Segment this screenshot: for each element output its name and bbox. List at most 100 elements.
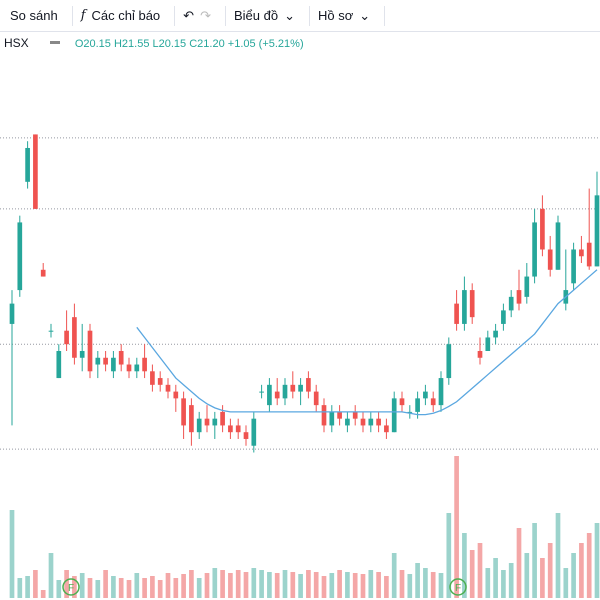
- candle-body: [345, 418, 350, 426]
- candle-body: [555, 222, 561, 270]
- volume-bar: [547, 543, 553, 598]
- candle-body: [438, 378, 444, 406]
- volume-bar: [126, 580, 132, 598]
- candle-body: [64, 330, 69, 345]
- candle-body: [72, 317, 77, 358]
- volume-bar: [235, 570, 241, 598]
- volume-bar: [430, 572, 436, 598]
- volume-bar: [540, 558, 545, 598]
- candle-body: [368, 418, 374, 426]
- volume-bar: [204, 573, 210, 598]
- candle-body: [516, 290, 522, 304]
- volume-bar: [586, 533, 592, 598]
- candle-body: [251, 418, 257, 446]
- candle-body: [189, 405, 194, 433]
- volume-bar: [243, 572, 249, 598]
- candle-body: [399, 398, 405, 406]
- candle-body: [17, 222, 23, 291]
- separator: [308, 5, 310, 26]
- volume-bar: [306, 570, 311, 598]
- volume-bar: [376, 572, 381, 598]
- candle-body: [228, 425, 233, 433]
- volume-bar: [79, 573, 85, 598]
- candle-body: [79, 350, 85, 358]
- volume-bar: [212, 568, 218, 598]
- candle-body: [243, 432, 249, 439]
- candle-body: [196, 418, 202, 433]
- volume-bar: [196, 578, 202, 598]
- volume-bar: [48, 553, 54, 598]
- candle-body: [407, 411, 413, 413]
- volume-bar: [282, 570, 288, 598]
- candle-body: [524, 276, 530, 297]
- candle-body: [547, 249, 553, 270]
- candle-body: [329, 411, 335, 426]
- volume-bar: [516, 528, 522, 598]
- volume-bar: [298, 574, 303, 598]
- candle-body: [477, 350, 483, 358]
- event-label: F: [455, 583, 461, 594]
- volume-bar: [72, 576, 77, 598]
- volume-bar: [477, 543, 483, 598]
- symbol: HSX: [4, 36, 29, 50]
- candle-body: [126, 364, 132, 372]
- volume-bar: [594, 523, 600, 598]
- volume-bar: [571, 553, 576, 598]
- volume-bar: [25, 576, 30, 598]
- candle-body: [594, 195, 600, 267]
- candle-body: [87, 330, 93, 372]
- volume-bar: [415, 563, 420, 598]
- candle-body: [586, 242, 592, 267]
- volume-bar: [150, 576, 155, 598]
- legend: HSX O20.15 H21.55 L20.15 C21.20 +1.05 (+…: [4, 36, 304, 50]
- volume-bar: [142, 578, 147, 598]
- profile-button[interactable]: Hồ sơ: [317, 8, 354, 23]
- volume-bar: [157, 580, 163, 598]
- volume-bar: [118, 578, 124, 598]
- volume-bar: [189, 570, 194, 598]
- candle-body: [540, 208, 545, 250]
- candle-body: [423, 391, 428, 399]
- volume-bar: [446, 513, 452, 598]
- candle-body: [298, 384, 303, 392]
- candle-body: [25, 147, 30, 182]
- volume-bar: [56, 580, 62, 598]
- compare-button[interactable]: So sánh: [10, 8, 58, 23]
- undo-button[interactable]: ↶: [183, 7, 195, 23]
- indicators-button[interactable]: Các chỉ báo: [91, 8, 161, 23]
- separator: [71, 5, 73, 26]
- volume-bar: [40, 590, 46, 598]
- candle-body: [501, 310, 506, 324]
- volume-bar: [228, 573, 233, 598]
- volume-bar: [462, 533, 467, 598]
- fx-icon: f: [80, 8, 86, 23]
- volume-bar: [181, 574, 186, 598]
- open: O20.15: [74, 38, 111, 50]
- candle-body: [485, 337, 491, 351]
- candle-body: [376, 418, 381, 426]
- volume-bar: [532, 523, 537, 598]
- candle-body: [259, 391, 264, 393]
- chart-button[interactable]: Biểu đồ: [233, 8, 279, 23]
- volume-bar: [423, 568, 428, 598]
- candle-body: [212, 418, 218, 426]
- volume-bar: [267, 572, 272, 598]
- candle-body: [95, 357, 101, 365]
- candle-body: [220, 411, 225, 426]
- volume-bar: [345, 572, 350, 598]
- dash-button[interactable]: [49, 41, 60, 44]
- low: L20.15: [152, 38, 187, 50]
- candle-body: [571, 249, 576, 284]
- event-marker: [449, 578, 467, 596]
- redo-button[interactable]: ↷: [200, 7, 211, 23]
- volume-bar: [508, 563, 514, 598]
- volume-bar: [259, 570, 264, 598]
- close: C21.20: [189, 38, 225, 50]
- candle-body: [235, 425, 241, 433]
- candle-body: [384, 425, 389, 433]
- volume-bar: [438, 573, 444, 598]
- volume-bar: [579, 543, 584, 598]
- chevron: ⌄: [284, 7, 295, 23]
- volume-bar: [485, 568, 491, 598]
